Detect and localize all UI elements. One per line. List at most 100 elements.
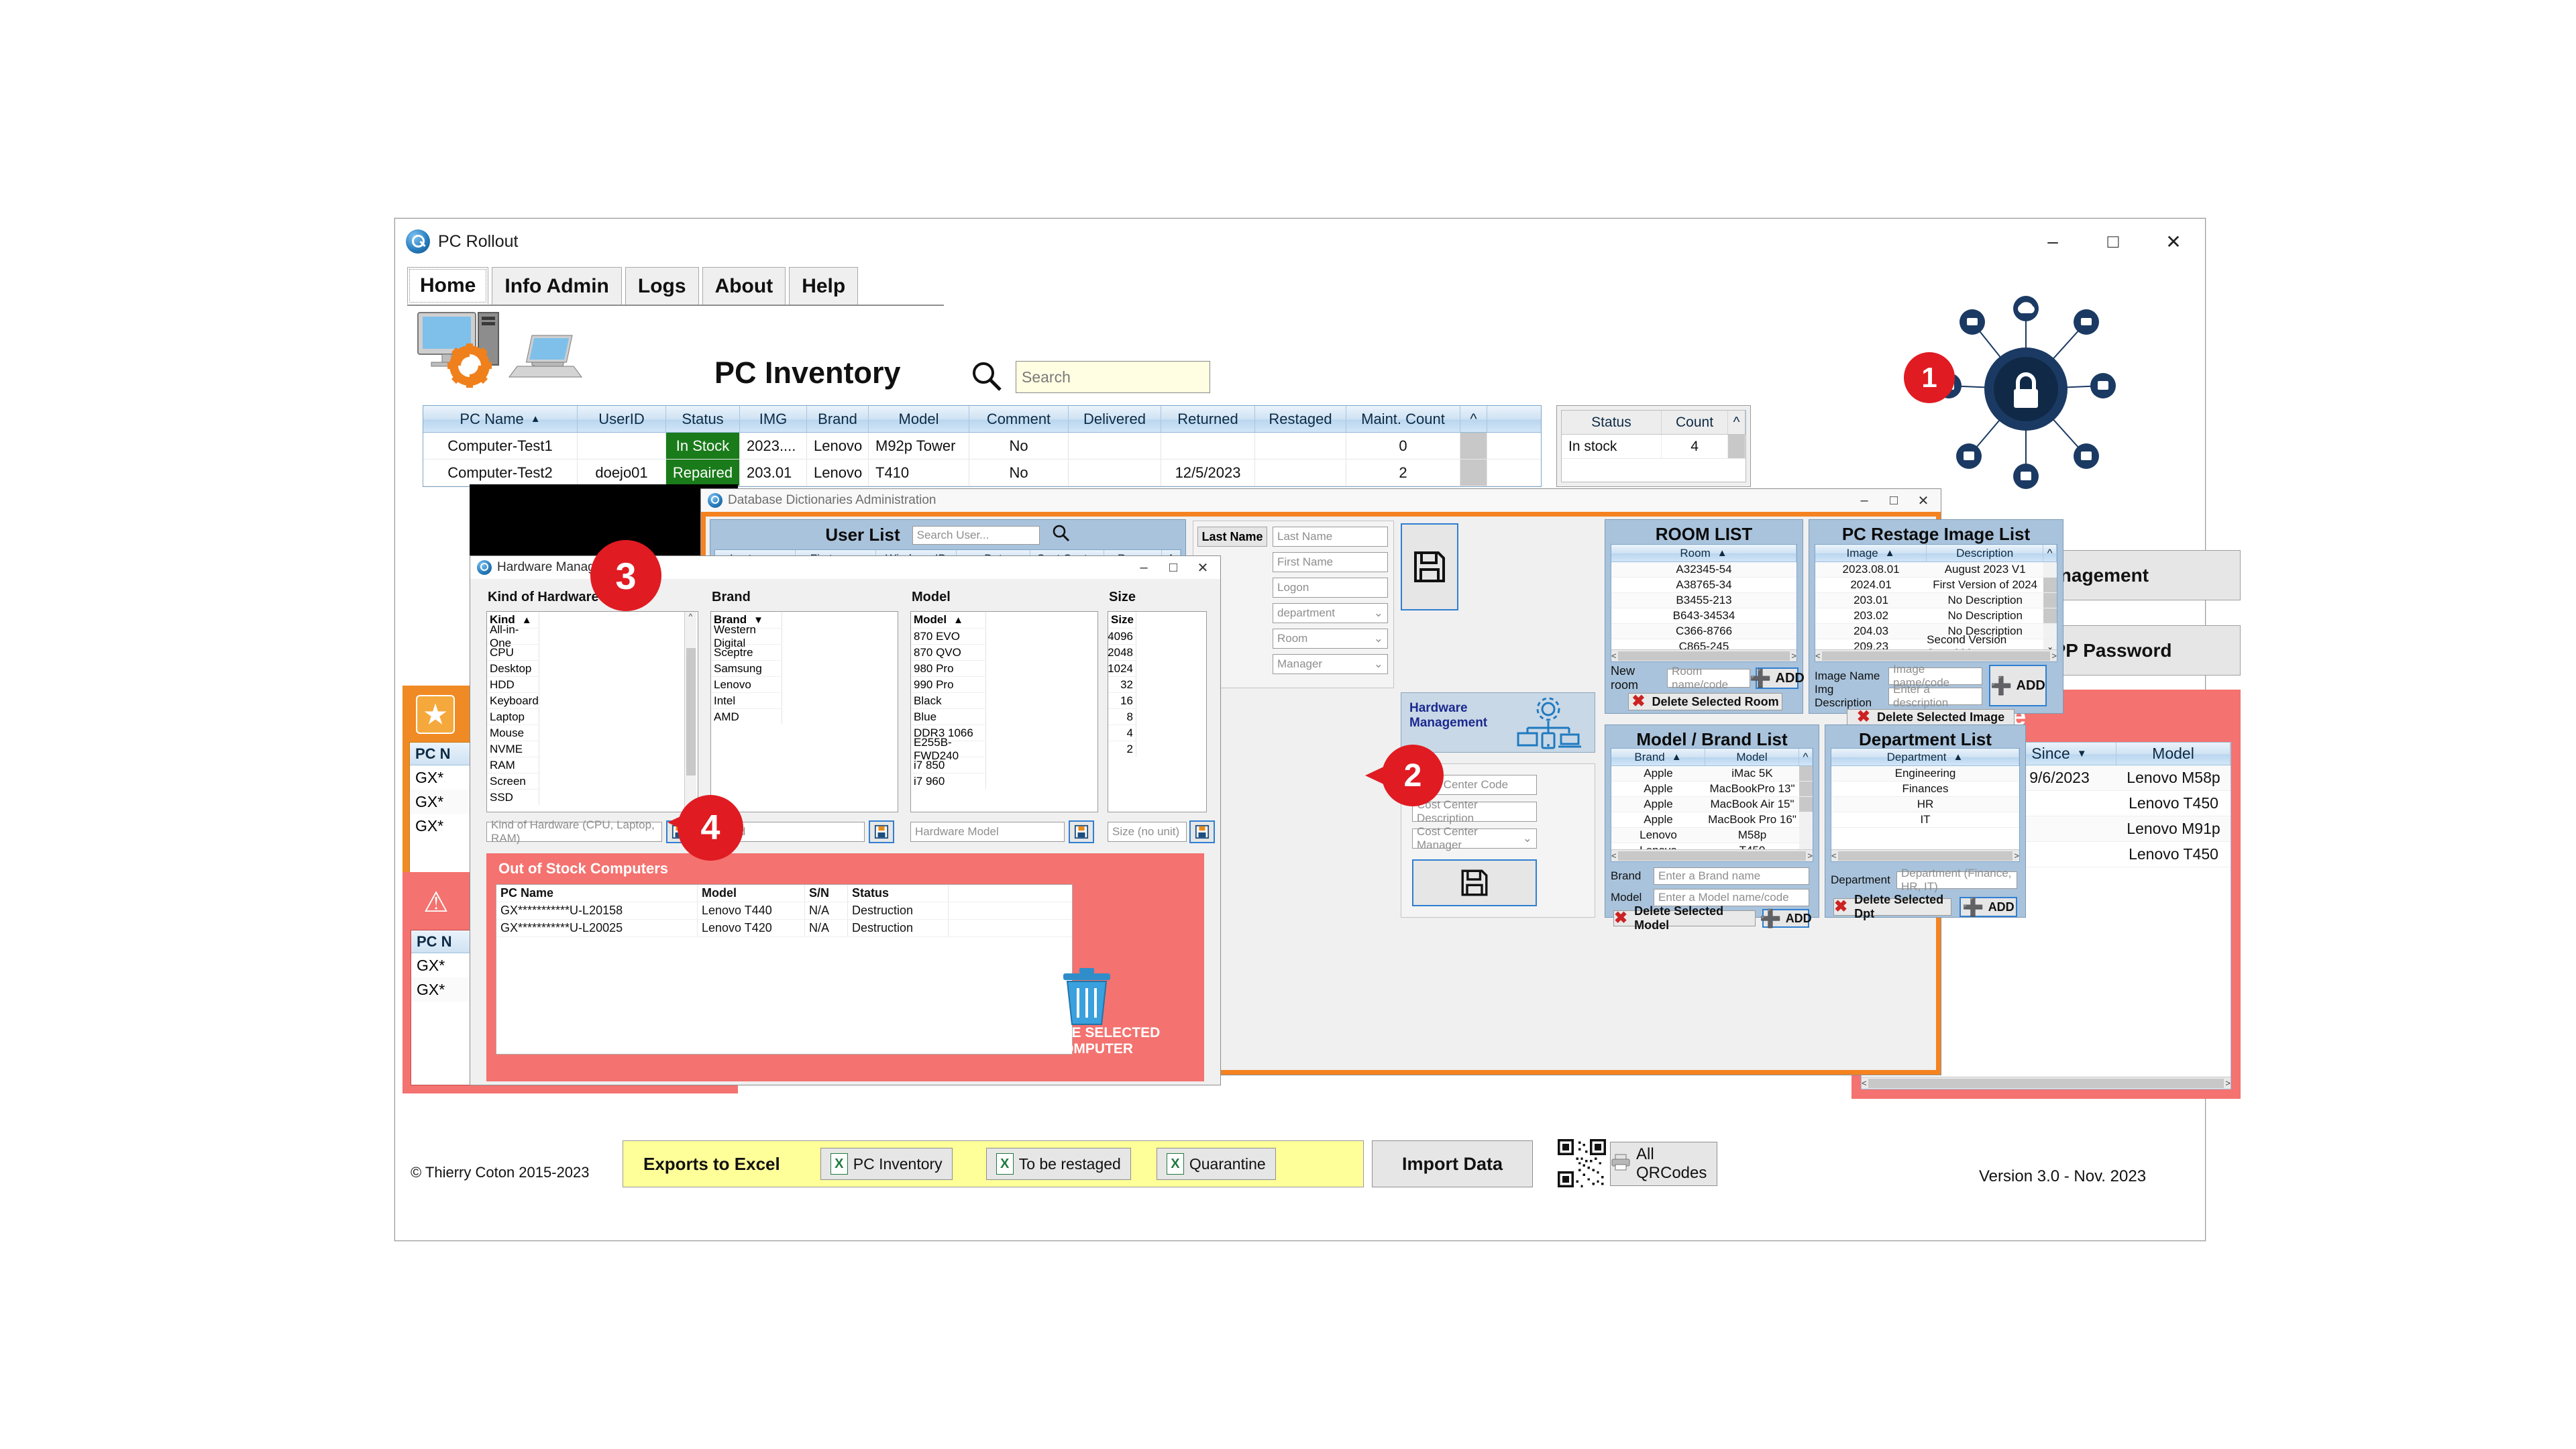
list-item[interactable]: 16	[1108, 692, 1136, 708]
scroll-left-icon[interactable]: <	[1611, 651, 1617, 661]
list-item[interactable]: Screen	[487, 773, 539, 789]
restage-hscrollbar[interactable]: < >	[1815, 649, 2057, 661]
scroll-left-icon[interactable]: <	[1611, 851, 1617, 861]
list-item[interactable]: IT	[1831, 812, 2019, 828]
col-pc-name[interactable]: PC Name	[496, 885, 698, 902]
hscroll-thumb[interactable]	[1617, 851, 1807, 861]
scroll-right-icon[interactable]: >	[2014, 851, 2019, 861]
list-item[interactable]: Blue	[911, 708, 986, 724]
model-brand-grid[interactable]: Brand ▲ Model ^ Apple iMac 5K Apple MacBook…	[1611, 748, 1813, 862]
all-qrcodes-button[interactable]: All QRCodes	[1610, 1142, 1717, 1186]
list-item[interactable]: NVME	[487, 741, 539, 757]
table-row[interactable]: Apple MacBook Air 15"	[1611, 797, 1813, 812]
col-count[interactable]: Count	[1662, 411, 1729, 434]
maximize-button[interactable]: □	[2107, 231, 2119, 252]
col-image[interactable]: Image ▲	[1815, 545, 1927, 561]
list-item[interactable]: DDR3 1066	[911, 724, 986, 741]
close-button[interactable]: ✕	[2165, 231, 2182, 252]
list-item[interactable]: 980 Pro	[911, 660, 986, 676]
hardware-management-button[interactable]: Hardware Management	[1401, 692, 1595, 753]
list-item[interactable]: 4096	[1108, 628, 1136, 644]
model-input[interactable]: Enter a Model name/code	[1654, 889, 1809, 906]
add-room-button[interactable]: ➕ ADD	[1750, 667, 1805, 689]
status-vscroll-thumb[interactable]	[1728, 435, 1746, 458]
status-summary-grid[interactable]: Status Count ^ In stock 4	[1561, 410, 1746, 482]
list-item[interactable]: C366-8766	[1611, 624, 1796, 639]
table-row[interactable]: Computer-Test1 In Stock 2023.... Lenovo …	[423, 433, 1541, 460]
table-row[interactable]: Computer-Test2 doejo01 Repaired 203.01 L…	[423, 460, 1541, 486]
search-input[interactable]: Search	[1016, 361, 1210, 393]
vscroll-thumb[interactable]	[686, 648, 696, 775]
table-row[interactable]: 2024.01 First Version of 2024	[1815, 578, 2057, 593]
trash-can-icon[interactable]	[1057, 965, 1117, 1029]
export-quarantine-button[interactable]: Quarantine	[1156, 1148, 1276, 1180]
new-room-input[interactable]: Room name/code	[1667, 665, 1750, 691]
hscroll-thumb[interactable]	[1821, 651, 2051, 661]
table-row[interactable]: GX***********U-L20158 Lenovo T440 N/A De…	[496, 902, 1072, 920]
hw-maximize-button[interactable]: □	[1169, 559, 1178, 575]
hscroll-thumb[interactable]	[1837, 851, 2013, 861]
col-restaged[interactable]: Restaged	[1255, 406, 1346, 432]
tab-home[interactable]: Home	[407, 267, 489, 305]
table-row[interactable]: GX***********U-L20025 Lenovo T420 N/A De…	[496, 920, 1072, 937]
col-status[interactable]: Status	[666, 406, 740, 432]
minimize-button[interactable]: –	[2047, 231, 2058, 252]
room-select[interactable]: Room ⌄	[1273, 629, 1388, 649]
col-sn[interactable]: S/N	[805, 885, 848, 902]
col-model-hw[interactable]: Model ▲	[911, 612, 986, 628]
img-description-input[interactable]: Enter a description	[1888, 683, 1982, 709]
col-brand[interactable]: Brand ▲	[1611, 749, 1705, 765]
hw-close-button[interactable]: ✕	[1197, 560, 1209, 576]
col-model[interactable]: Model	[2116, 743, 2231, 765]
manager-select[interactable]: Manager ⌄	[1273, 654, 1388, 674]
col-maint-count[interactable]: Maint. Count	[1346, 406, 1460, 432]
hscroll-thumb[interactable]	[1868, 1078, 2224, 1088]
scroll-right-icon[interactable]: >	[1791, 651, 1796, 661]
delete-department-button[interactable]: ✖ Delete Selected Dpt	[1833, 893, 1951, 920]
department-select[interactable]: department ⌄	[1273, 603, 1388, 623]
list-item[interactable]: i7 850	[911, 757, 986, 773]
list-item[interactable]: Desktop	[487, 660, 539, 676]
grid-vscroll-thumb[interactable]	[1460, 460, 1487, 486]
list-item[interactable]: Intel	[711, 692, 782, 708]
dict-close-button[interactable]: ✕	[1917, 493, 1929, 508]
list-item[interactable]: Laptop	[487, 708, 539, 724]
first-name-input[interactable]: First Name	[1273, 552, 1388, 572]
list-item[interactable]: 870 QVO	[911, 644, 986, 660]
list-item[interactable]: 870 EVO	[911, 628, 986, 644]
col-model[interactable]: Model	[869, 406, 969, 432]
tab-help[interactable]: Help	[789, 267, 859, 305]
list-item[interactable]: 32	[1108, 676, 1136, 692]
list-item[interactable]: HR	[1831, 797, 2019, 812]
save-cost-center-button[interactable]	[1412, 859, 1537, 906]
table-row[interactable]: 203.02 No Description	[1815, 608, 2057, 624]
delete-image-button[interactable]: ✖ Delete Selected Image	[1847, 709, 2015, 725]
list-item[interactable]: Mouse	[487, 724, 539, 741]
col-kind[interactable]: Kind ▲	[487, 612, 539, 628]
room-list-hscrollbar[interactable]: < >	[1611, 649, 1796, 661]
cost-center-manager-select[interactable]: Cost Center Manager ⌄	[1412, 825, 1537, 851]
col-pc-name[interactable]: PC Name ▲	[423, 406, 578, 432]
hscroll-thumb[interactable]	[1617, 651, 1790, 661]
list-item[interactable]: Samsung	[711, 660, 782, 676]
room-list-grid[interactable]: Room ▲ A32345-54 A38765-34 B3455-213 B643…	[1611, 544, 1797, 662]
scroll-left-icon[interactable]: <	[1831, 851, 1837, 861]
scroll-right-icon[interactable]: >	[2225, 1078, 2231, 1088]
model-brand-scroll-up-button[interactable]: ^	[1799, 749, 1813, 765]
save-size-button[interactable]	[1189, 820, 1215, 843]
list-item[interactable]: 2048	[1108, 644, 1136, 660]
list-item[interactable]: 990 Pro	[911, 676, 986, 692]
list-item[interactable]: HDD	[487, 676, 539, 692]
list-item[interactable]: Finances	[1831, 782, 2019, 797]
cost-center-description-input[interactable]: Cost Center Description	[1412, 798, 1537, 824]
list-item[interactable]: A32345-54	[1611, 562, 1796, 578]
list-item[interactable]: SSD	[487, 789, 539, 805]
col-brand[interactable]: Brand ▼	[711, 612, 782, 628]
kind-of-hardware-list[interactable]: Kind ▲ All-in-One CPU Desktop HDD Keyboar…	[486, 611, 698, 812]
scroll-left-icon[interactable]: <	[1862, 1078, 1867, 1088]
add-model-button[interactable]: ➕ ADD	[1760, 908, 1812, 928]
col-brand[interactable]: Brand	[807, 406, 869, 432]
delete-selected-computer-label[interactable]: DELETE SELECTED COMPUTER	[1025, 1025, 1161, 1057]
list-item[interactable]: Black	[911, 692, 986, 708]
table-row[interactable]: 2023.08.01 August 2023 V1	[1815, 562, 2057, 578]
